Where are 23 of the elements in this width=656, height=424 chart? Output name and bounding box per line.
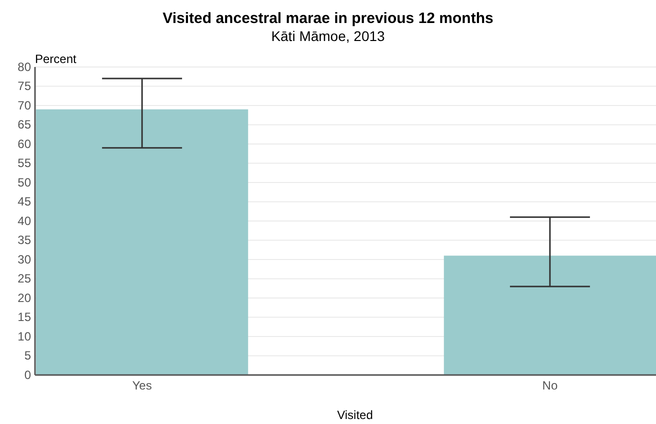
y-tick-label: 45 — [18, 194, 32, 209]
y-tick-label: 10 — [18, 329, 32, 344]
y-tick-label: 30 — [18, 252, 32, 266]
y-tick-label: 80 — [18, 60, 32, 74]
x-axis-title: Visited — [337, 408, 373, 422]
y-tick-label: 25 — [18, 272, 32, 286]
y-axis-title: Percent — [35, 52, 78, 66]
y-tick-label: 15 — [18, 310, 32, 324]
y-tick-label: 50 — [18, 175, 32, 190]
y-tick-label: 60 — [18, 136, 32, 151]
chart-title: Visited ancestral marae in previous 12 months — [162, 10, 494, 27]
chart-subtitle: Kāti Māmoe, 2013 — [271, 28, 386, 44]
y-tick-label: 20 — [18, 290, 32, 305]
y-tick-label: 0 — [24, 368, 32, 382]
y-tick-label: 55 — [18, 156, 32, 170]
y-tick-label: 40 — [18, 214, 32, 228]
x-tick-label: No — [542, 378, 558, 393]
y-tick-label: 75 — [18, 79, 32, 94]
x-tick-label: Yes — [132, 378, 152, 393]
y-tick-label: 5 — [24, 348, 32, 363]
y-tick-label: 70 — [18, 98, 32, 112]
y-tick-label: 65 — [18, 118, 32, 132]
y-tick-label: 35 — [18, 233, 32, 248]
